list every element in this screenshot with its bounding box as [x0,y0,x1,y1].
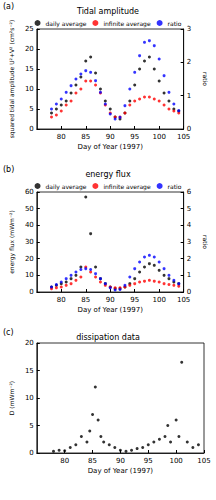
svg-text:(c): (c) [3,328,14,337]
svg-text:2: 2 [187,255,191,263]
svg-text:0: 0 [186,288,192,296]
svg-text:105: 105 [197,457,210,465]
svg-text:5: 5 [29,422,33,430]
svg-text:5: 5 [187,205,191,213]
svg-text:(a): (a) [3,2,14,11]
svg-text:15: 15 [25,65,34,73]
svg-text:10: 10 [25,271,34,279]
svg-text:0: 0 [29,288,33,296]
svg-text:Day of Year (1997): Day of Year (1997) [78,143,144,151]
svg-text:1: 1 [187,271,191,279]
svg-text:80: 80 [60,457,69,465]
svg-text:ratio: ratio [202,235,209,249]
svg-text:85: 85 [81,133,90,141]
svg-text:10: 10 [25,394,34,402]
svg-text:90: 90 [106,133,115,141]
svg-text:5: 5 [29,105,33,113]
svg-text:ratio: ratio [202,72,209,86]
svg-text:85: 85 [88,457,97,465]
svg-text:50: 50 [25,205,34,213]
svg-text:90: 90 [116,457,125,465]
svg-text:Tidal amplitude: Tidal amplitude [76,7,139,16]
svg-text:3: 3 [187,25,191,33]
svg-text:energy flux (mWm⁻²): energy flux (mWm⁻²) [8,210,16,274]
svg-text:3: 3 [187,238,191,246]
svg-text:90: 90 [106,296,115,304]
svg-text:D (mWm⁻²): D (mWm⁻²) [8,381,15,415]
svg-text:20: 20 [25,45,34,53]
svg-text:80: 80 [57,296,66,304]
svg-text:80: 80 [57,133,66,141]
svg-text:4: 4 [187,221,192,229]
svg-text:1: 1 [187,92,191,100]
svg-text:95: 95 [130,133,139,141]
svg-text:energy flux: energy flux [85,170,131,179]
svg-text:20: 20 [25,339,34,347]
svg-text:25: 25 [25,25,34,33]
svg-text:6: 6 [187,188,192,196]
svg-text:20: 20 [25,255,34,263]
svg-text:105: 105 [177,133,190,141]
svg-text:0: 0 [29,449,33,457]
svg-text:ratio: ratio [168,20,182,27]
svg-text:60: 60 [25,188,34,196]
svg-text:0: 0 [186,125,192,133]
svg-text:100: 100 [152,296,165,304]
svg-text:95: 95 [130,296,139,304]
svg-text:100: 100 [152,133,165,141]
svg-text:Day of Year (1997): Day of Year (1997) [78,306,144,314]
svg-text:daily average: daily average [46,183,87,191]
svg-text:85: 85 [81,296,90,304]
svg-text:2: 2 [187,58,191,66]
svg-text:(b): (b) [3,165,14,174]
svg-text:infinite average: infinite average [103,20,151,28]
svg-text:100: 100 [169,457,182,465]
svg-text:dissipation data: dissipation data [76,333,140,342]
svg-text:infinite average: infinite average [103,183,151,191]
svg-text:daily average: daily average [46,20,87,28]
svg-text:10: 10 [25,85,34,93]
svg-text:40: 40 [25,221,34,229]
svg-text:30: 30 [25,238,34,246]
svg-text:105: 105 [177,296,190,304]
svg-text:0: 0 [29,125,33,133]
svg-text:15: 15 [25,367,34,375]
svg-text:ratio: ratio [168,183,182,190]
svg-text:Day of Year (1997): Day of Year (1997) [88,467,154,475]
svg-text:squared tidal amplitude U²+V²: squared tidal amplitude U²+V² (cm²s⁻²) [8,20,16,139]
svg-text:95: 95 [144,457,153,465]
